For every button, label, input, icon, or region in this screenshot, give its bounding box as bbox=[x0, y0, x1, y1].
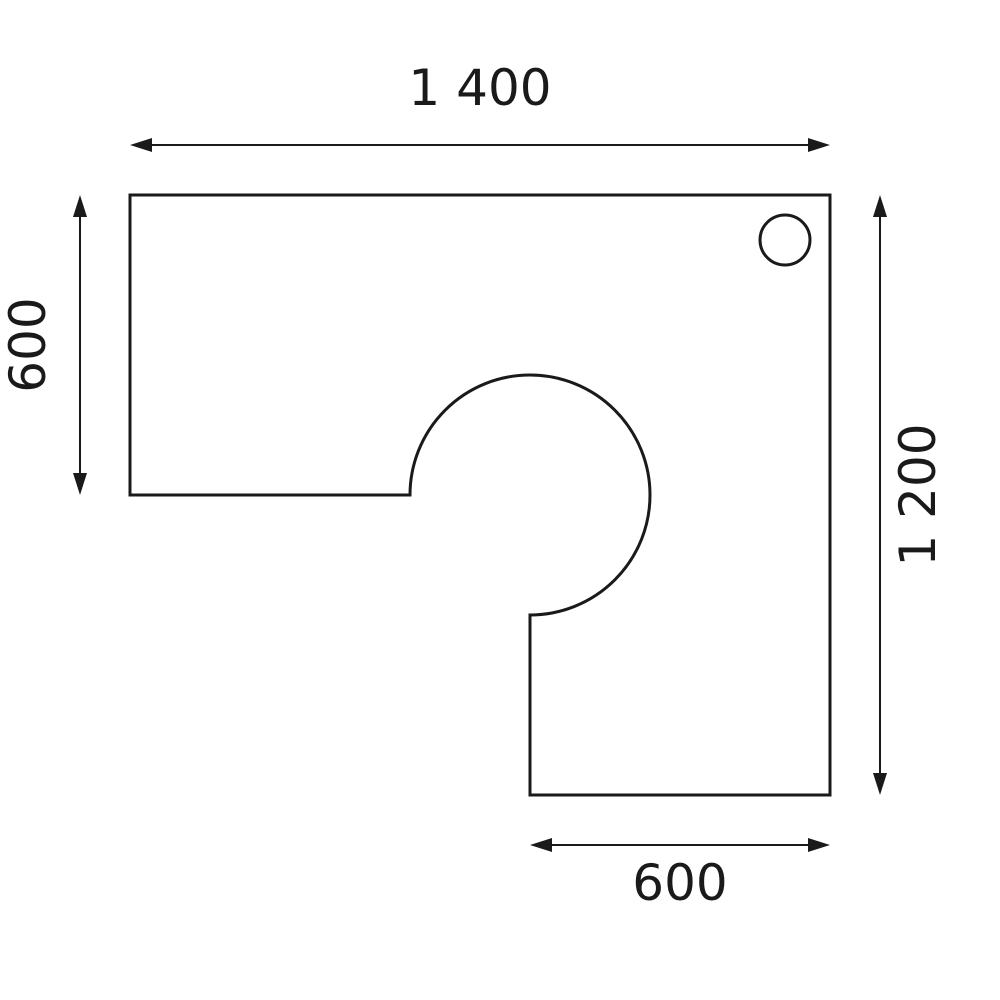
dimension-arrow bbox=[130, 138, 152, 152]
dimension-arrow bbox=[73, 195, 87, 217]
dimension-top-label: 1 400 bbox=[408, 59, 551, 117]
dimension-left-label: 600 bbox=[0, 297, 57, 392]
dimension-arrow bbox=[873, 195, 887, 217]
dimension-arrow bbox=[530, 838, 552, 852]
dimension-arrow bbox=[808, 838, 830, 852]
dimension-arrow bbox=[73, 473, 87, 495]
dimension-arrow bbox=[808, 138, 830, 152]
technical-drawing: 1 400 1 200 600 600 bbox=[0, 0, 1000, 1000]
dimension-bottom-label: 600 bbox=[632, 854, 727, 912]
dimension-arrow bbox=[873, 773, 887, 795]
desk-outline bbox=[130, 195, 830, 795]
cable-hole bbox=[760, 215, 810, 265]
dimension-right-label: 1 200 bbox=[889, 423, 947, 566]
